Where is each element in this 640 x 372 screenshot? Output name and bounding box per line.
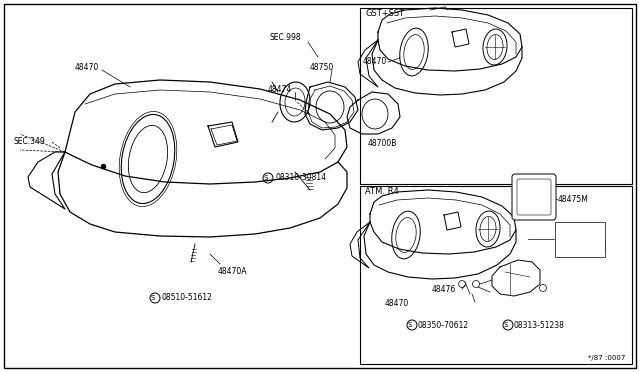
Text: 08310-30814: 08310-30814: [275, 173, 326, 183]
Text: 48484A: 48484A: [558, 230, 588, 238]
Text: SEC.349: SEC.349: [14, 138, 45, 147]
Text: */87 :0007: */87 :0007: [588, 355, 625, 361]
Text: 48482: 48482: [558, 246, 582, 254]
Text: 08313-51238: 08313-51238: [514, 321, 565, 330]
Text: 48474: 48474: [268, 84, 292, 93]
Text: 08510-51612: 08510-51612: [162, 294, 213, 302]
Bar: [360, 8, 632, 184]
Bar: [555, 222, 605, 257]
Text: 48470: 48470: [363, 58, 387, 67]
Text: 48470A: 48470A: [218, 267, 248, 276]
Text: 48700B: 48700B: [368, 140, 397, 148]
Text: 48470: 48470: [75, 62, 99, 71]
Text: S: S: [504, 322, 508, 328]
Text: 48476: 48476: [432, 285, 456, 294]
Text: 48750: 48750: [310, 62, 334, 71]
Text: 48470: 48470: [385, 299, 409, 308]
Text: GST+SST: GST+SST: [365, 10, 404, 19]
Bar: [360, 186, 632, 364]
FancyBboxPatch shape: [512, 174, 556, 220]
Text: S: S: [408, 322, 412, 328]
Text: ATM. R4: ATM. R4: [365, 187, 399, 196]
Text: 08350-70612: 08350-70612: [418, 321, 469, 330]
Text: 48475M: 48475M: [558, 195, 589, 203]
Text: SEC.998: SEC.998: [270, 32, 301, 42]
Text: S: S: [151, 295, 155, 301]
FancyBboxPatch shape: [517, 179, 551, 215]
Text: S: S: [264, 175, 268, 181]
